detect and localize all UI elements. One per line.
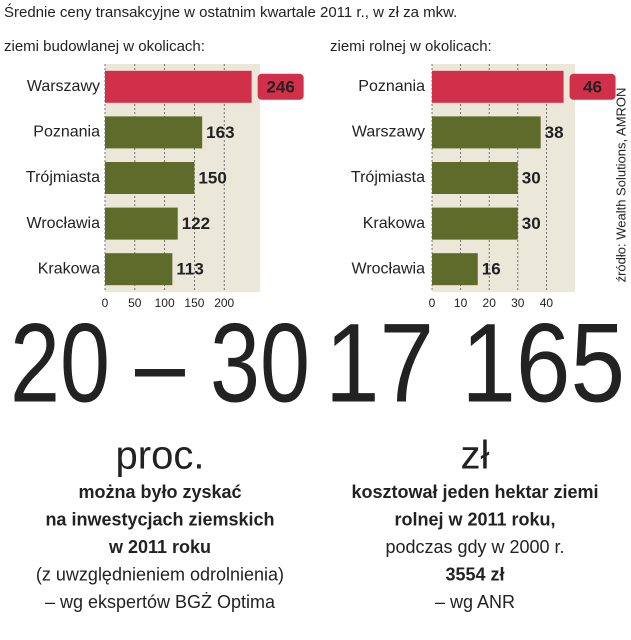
category-label: Trójmiasta <box>351 169 425 186</box>
big-number: 17 165 <box>325 301 625 426</box>
category-label: Trójmiasta <box>26 169 100 186</box>
stat-line: rolnej w 2011 roku, <box>394 509 555 529</box>
bar <box>105 162 195 194</box>
x-tick-label: 0 <box>429 296 436 310</box>
bar <box>105 70 252 103</box>
source: źródło: Wealth Solutions, AMRON <box>613 88 628 283</box>
value-label: 150 <box>198 168 226 187</box>
bar <box>432 116 541 149</box>
stat-line: – wg ANR <box>435 592 515 612</box>
bar <box>432 207 518 240</box>
value-label: 113 <box>176 260 203 279</box>
chart-subtitle: ziemi rolnej w okolicach: <box>330 38 492 55</box>
category-label: Poznania <box>33 124 100 141</box>
big-unit: zł <box>461 434 490 478</box>
value-label: 16 <box>482 260 501 279</box>
category-label: Wrocławia <box>352 260 426 277</box>
x-tick-label: 100 <box>155 296 175 310</box>
value-label: 30 <box>522 168 541 187</box>
category-label: Warszawy <box>352 124 425 141</box>
x-tick-label: 200 <box>214 296 234 310</box>
bar <box>432 253 478 286</box>
category-label: Warszawy <box>27 78 100 95</box>
stat-line: na inwestycjach ziemskich <box>45 509 274 529</box>
stat-line: 3554 zł <box>445 564 504 584</box>
bar <box>105 207 178 240</box>
bar <box>432 162 518 194</box>
chart-subtitle: ziemi budowlanej w okolicach: <box>4 38 205 55</box>
big-unit: proc. <box>116 434 205 478</box>
category-label: Krakowa <box>38 260 100 277</box>
value-label: 46 <box>583 77 602 96</box>
value-label-box <box>569 73 616 100</box>
x-tick-label: 150 <box>184 296 204 310</box>
stat-line: podczas gdy w 2000 r. <box>385 537 564 557</box>
x-tick-label: 0 <box>102 296 109 310</box>
stat-line: kosztował jeden hektar ziemi <box>351 482 598 502</box>
x-tick-label: 40 <box>540 296 554 310</box>
category-label: Krakowa <box>363 215 425 232</box>
value-label: 163 <box>206 123 234 142</box>
stat-line: można było zyskać <box>78 482 241 502</box>
x-tick-label: 30 <box>511 296 525 310</box>
x-tick-label: 10 <box>454 296 468 310</box>
bar <box>105 116 203 149</box>
bar <box>432 70 564 103</box>
stat-line: w 2011 roku <box>108 537 211 557</box>
x-tick-label: 50 <box>128 296 142 310</box>
stat-line: (z uwzględnieniem odrolnienia) <box>36 564 284 584</box>
big-number: 20 – 30 <box>10 301 310 426</box>
category-label: Wrocławia <box>27 215 101 232</box>
value-label: 38 <box>545 123 564 142</box>
category-label: Poznania <box>358 78 425 95</box>
bar <box>105 253 173 286</box>
stat-line: – wg ekspertów BGŻ Optima <box>45 592 276 612</box>
value-label: 246 <box>266 77 294 96</box>
value-label: 30 <box>522 214 541 233</box>
value-label-box <box>257 73 304 100</box>
x-tick-label: 20 <box>483 296 497 310</box>
value-label: 122 <box>182 214 210 233</box>
title: Średnie ceny transakcyjne w ostatnim kwa… <box>4 3 457 21</box>
